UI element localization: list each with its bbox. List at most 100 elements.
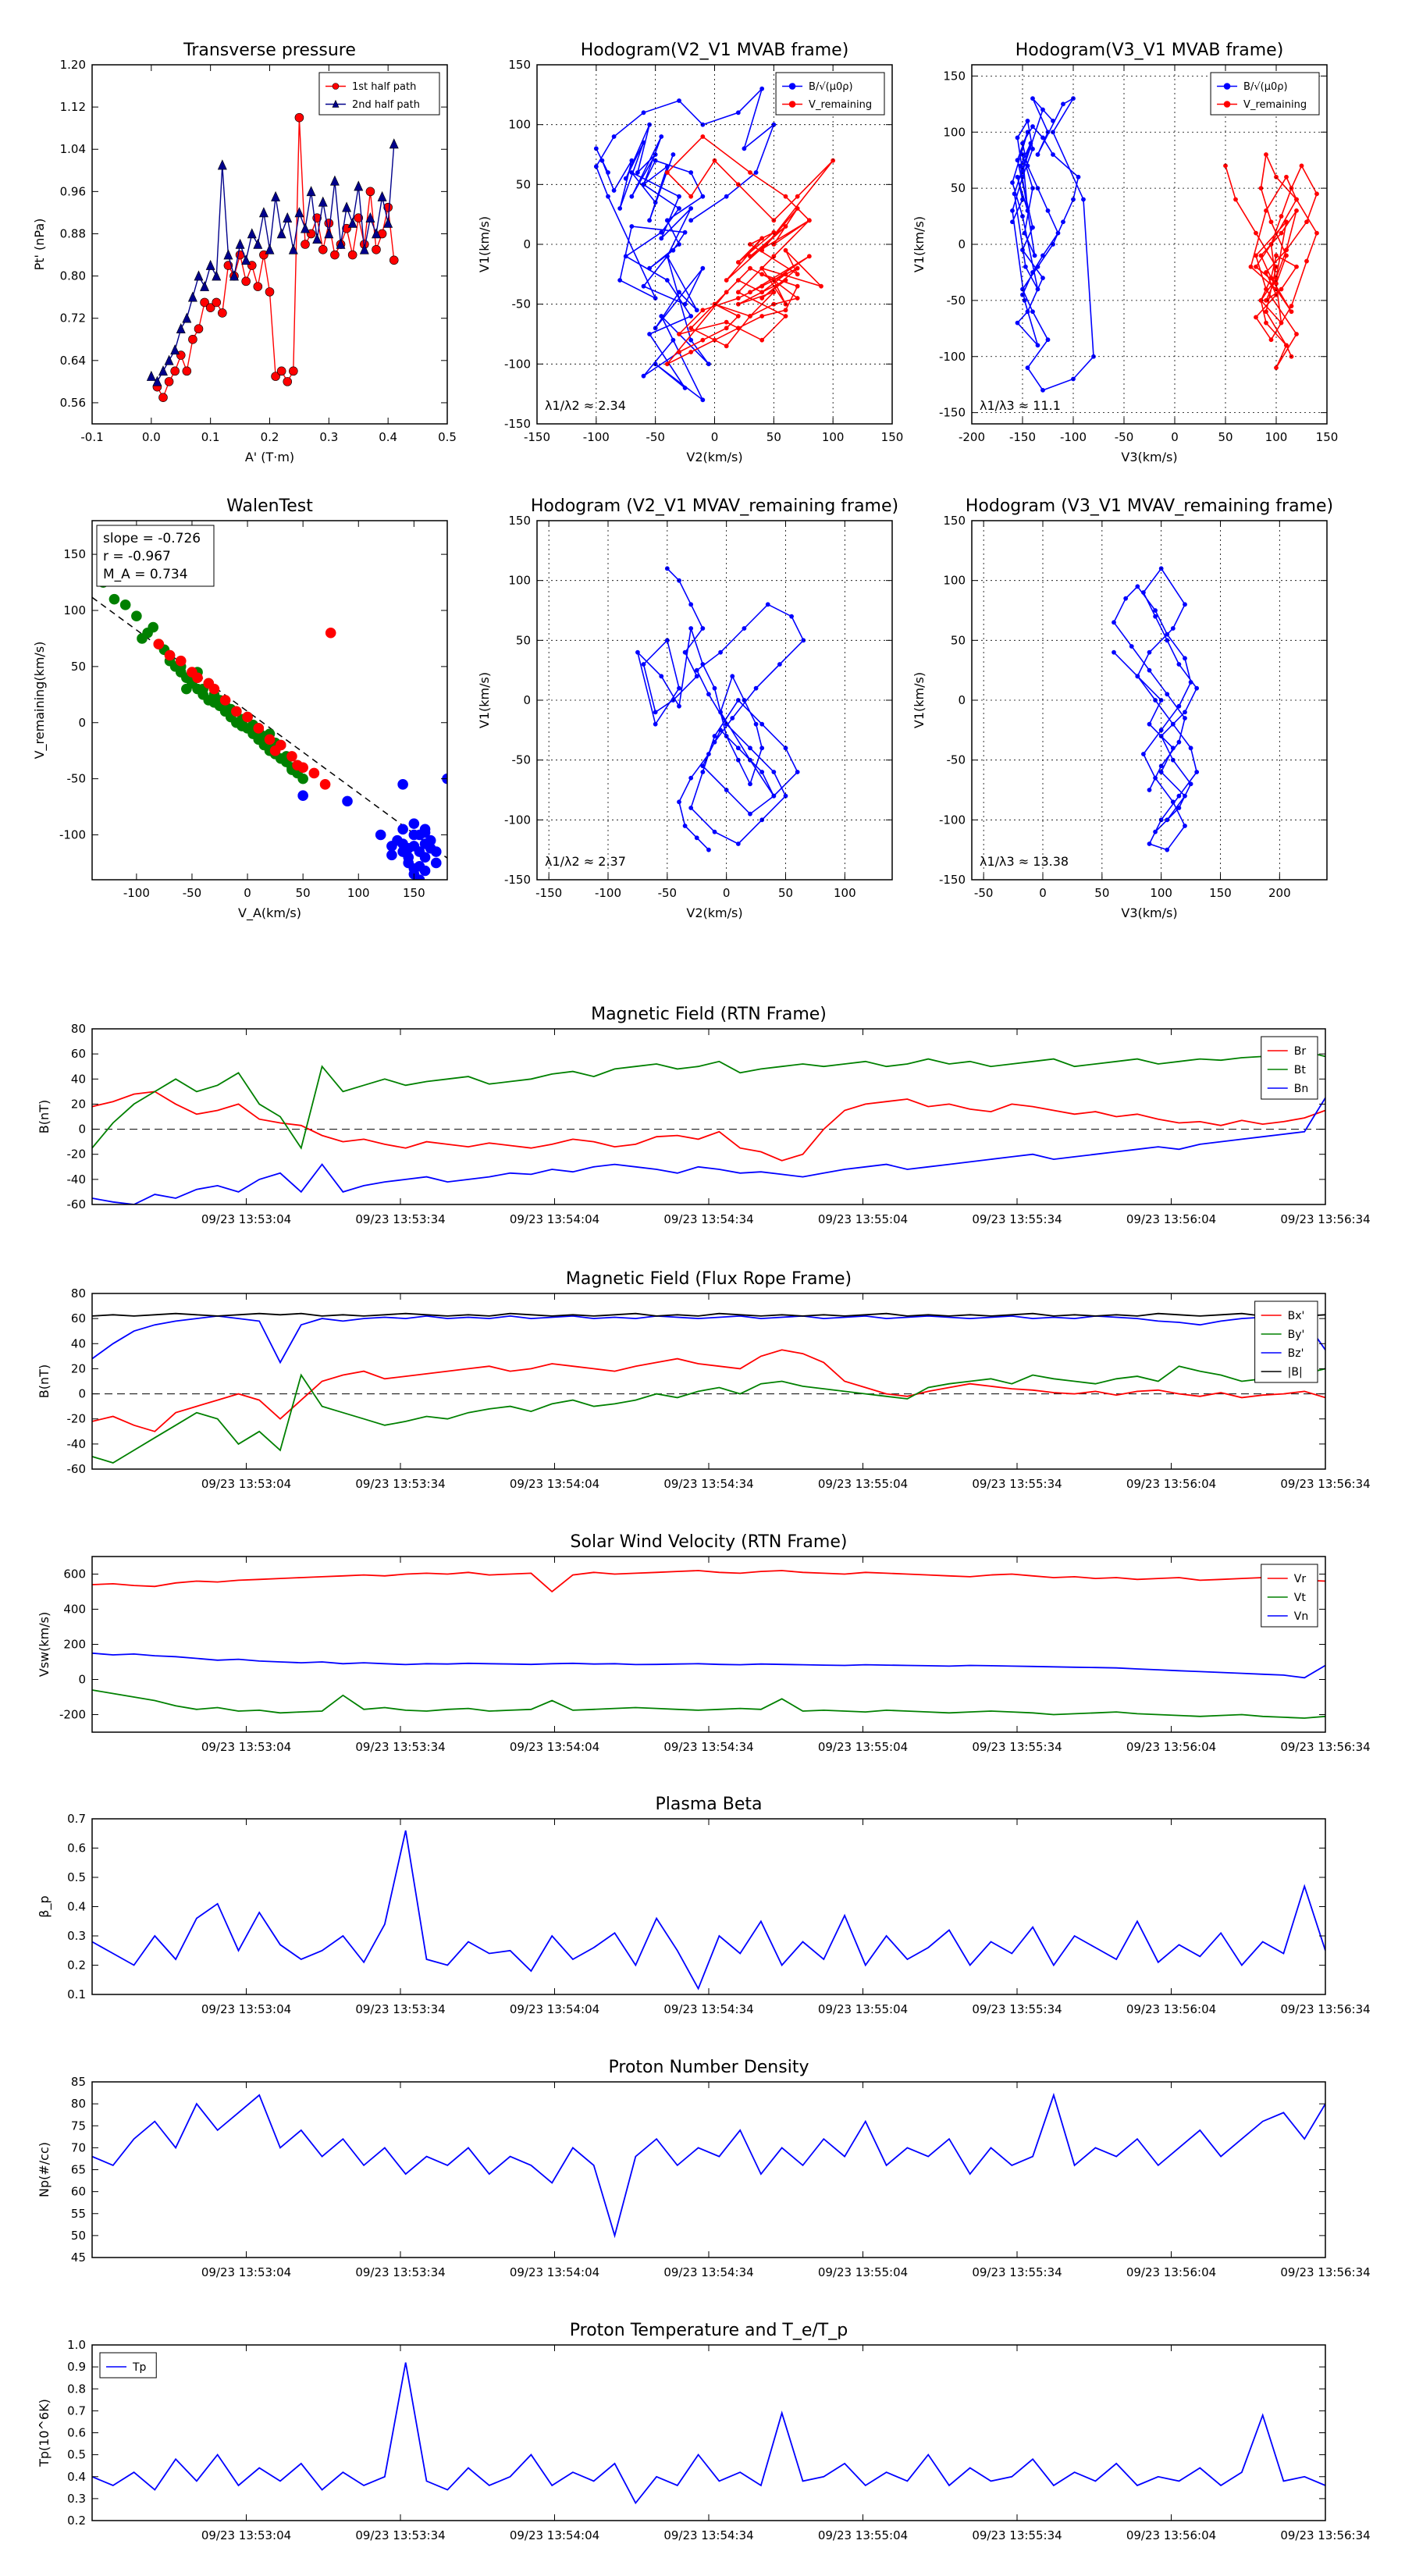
walen-point [148,621,159,633]
h1-point [724,290,729,295]
h2-point [1030,96,1035,101]
walen-xtick-label: -50 [183,886,202,900]
h3-point [730,716,735,720]
h2-point [1264,208,1268,213]
ts6-time-label: 09/23 13:54:04 [510,2528,599,2542]
ts1-plot-bg [92,1029,1325,1204]
walen-point [425,834,436,846]
pt-xtick-label: -0.1 [80,430,103,444]
ts3-ytick-label: 0 [78,1673,86,1687]
h3-point [653,710,658,715]
h4-point [1153,614,1158,619]
ts3-time-label: 09/23 13:55:34 [972,1740,1062,1754]
pt-point [365,212,375,222]
pt-ytick-label: 1.12 [60,100,86,114]
h1-point [611,188,617,193]
h2-point [1010,208,1015,213]
h2-point [1015,174,1020,180]
ts4-axes-frame [91,1818,1326,1995]
h2-point [1289,309,1294,315]
ts2-ytick-label: 80 [71,1286,86,1300]
h1-ytick-label: 150 [508,58,531,72]
h4-point [1188,680,1193,685]
pt-ytick-label: 1.04 [60,142,86,156]
h3-ylabel: V1(km/s) [477,672,492,728]
h4-point [1165,692,1170,697]
h1-point [724,343,729,349]
pt-point [188,334,197,344]
h2-ytick-label: -100 [939,350,966,364]
h2-point [1020,286,1025,292]
h1-ytick-label: -100 [504,357,531,371]
pt-point [241,276,251,286]
h2-point [1010,219,1015,225]
ts3-series-Vr [92,1570,1325,1593]
pt-point [170,344,180,355]
h3-point [748,745,752,751]
legend-label: 2nd half path [352,99,420,111]
pt-point [182,366,192,376]
h2-point [1254,264,1258,269]
pt-point [241,254,251,265]
ts2-series-By' [92,1365,1325,1464]
ts5-ytick-label: 55 [71,2207,86,2221]
ts6-chart: 0.2 0.3 0.4 0.5 0.6 0.7 0.8 0.9 1.0 09/23 13:53:0… [37,2321,1371,2542]
h1-ytick-label: -50 [512,297,532,311]
h2-xlabel: V3(km/s) [1121,450,1177,464]
walen-point [397,824,408,835]
h1-point [659,134,664,139]
h1-point [682,386,688,390]
ts4-time-label: 09/23 13:54:34 [663,2002,753,2016]
h3-point [694,674,699,679]
pt-point [212,270,222,281]
h2-point [1254,315,1258,320]
ts6-ytick-label: 0.6 [67,2426,86,2440]
legend-label: Vr [1294,1573,1307,1585]
ts3-time-label: 09/23 13:54:34 [663,1740,753,1754]
h3-annotation: λ1/λ2 ≈ 2.37 [545,854,626,869]
h2-point [1268,276,1274,281]
h3-point [735,698,741,703]
h4-point [1183,716,1187,720]
walen-point [203,678,215,689]
ts3-ytick-label: -200 [59,1708,86,1722]
ts2-title: Magnetic Field (Flux Rope Frame) [566,1269,852,1289]
h1-point [677,350,681,354]
h2-point [1268,219,1274,225]
h1-point [677,290,681,295]
legend-label: Bz' [1288,1347,1304,1360]
h2-point [1051,118,1055,123]
h3-xtick-label: -150 [535,886,562,900]
h1-point [664,254,670,259]
h2-point [1081,197,1086,202]
walen-point [137,633,148,644]
h1-xtick-label: 100 [822,430,845,444]
ts6-ytick-label: 0.8 [67,2382,86,2396]
ts3-chart: -200 0 200 400 600 09/23 13:53:04 09/23 13:53:… [37,1532,1371,1754]
h3-chart: -150 -100 -50 0 50 100 -150 -100 -50 0 50 100 150Hod… [477,496,898,920]
h1-point [724,319,729,325]
h1-point [724,194,729,199]
walen-fit-line [92,596,447,859]
pt-point [347,250,357,260]
ts1-ytick-label: 0 [78,1123,86,1137]
h4-title: Hodogram (V3_V1 MVAV_remaining frame) [966,496,1333,516]
ts1-chart: -60 -40 -20 0 20 40 60 80 09/23 13:53:04 09/23 13… [37,1005,1371,1226]
h4-chart: -50 0 50 100 150 200-150-100-50050100150Hodog… [912,496,1333,920]
ts3-series-Vn [92,1652,1325,1679]
h1-point [735,314,741,318]
legend-label: Vn [1294,1610,1308,1623]
ts6-ytick-label: 0.5 [67,2448,86,2462]
h1-point [783,224,788,229]
ts3-time-label: 09/23 13:56:34 [1280,1740,1370,1754]
h4-point [1176,793,1182,799]
h1-chart: -150 -100 -50 0 50 100 150 -150 -100 -50 0 50 100 150… [477,41,903,464]
h2-point [1314,230,1319,236]
h1-point [688,218,694,223]
h1-point [623,254,628,259]
h3-point [712,734,717,738]
h1-point [664,278,670,283]
h1-point [641,283,646,289]
pt-point [158,393,168,402]
h4-point [1141,752,1146,756]
